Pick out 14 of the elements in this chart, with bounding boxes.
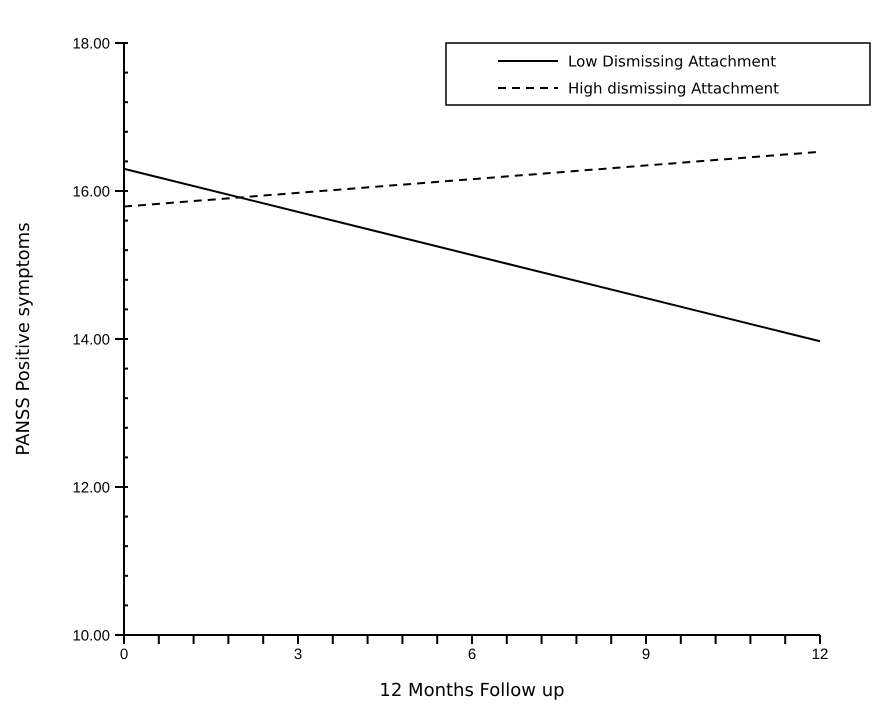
y-tick-label: 10.00	[72, 627, 110, 644]
y-tick-label: 14.00	[72, 331, 110, 348]
y-tick-label: 16.00	[72, 183, 110, 200]
x-tick-label: 6	[468, 646, 476, 663]
x-axis-title: 12 Months Follow up	[379, 680, 565, 701]
x-tick-label: 9	[642, 646, 650, 663]
legend-label: High dismissing Attachment	[568, 79, 780, 98]
legend-label: Low Dismissing Attachment	[568, 52, 776, 70]
x-tick-label: 3	[294, 646, 302, 663]
x-tick-label: 12	[812, 646, 828, 663]
x-tick-label: 0	[120, 646, 128, 663]
y-axis-title: PANSS Positive symptoms	[13, 222, 34, 456]
y-tick-label: 12.00	[72, 479, 110, 496]
y-tick-label: 18.00	[72, 35, 110, 52]
